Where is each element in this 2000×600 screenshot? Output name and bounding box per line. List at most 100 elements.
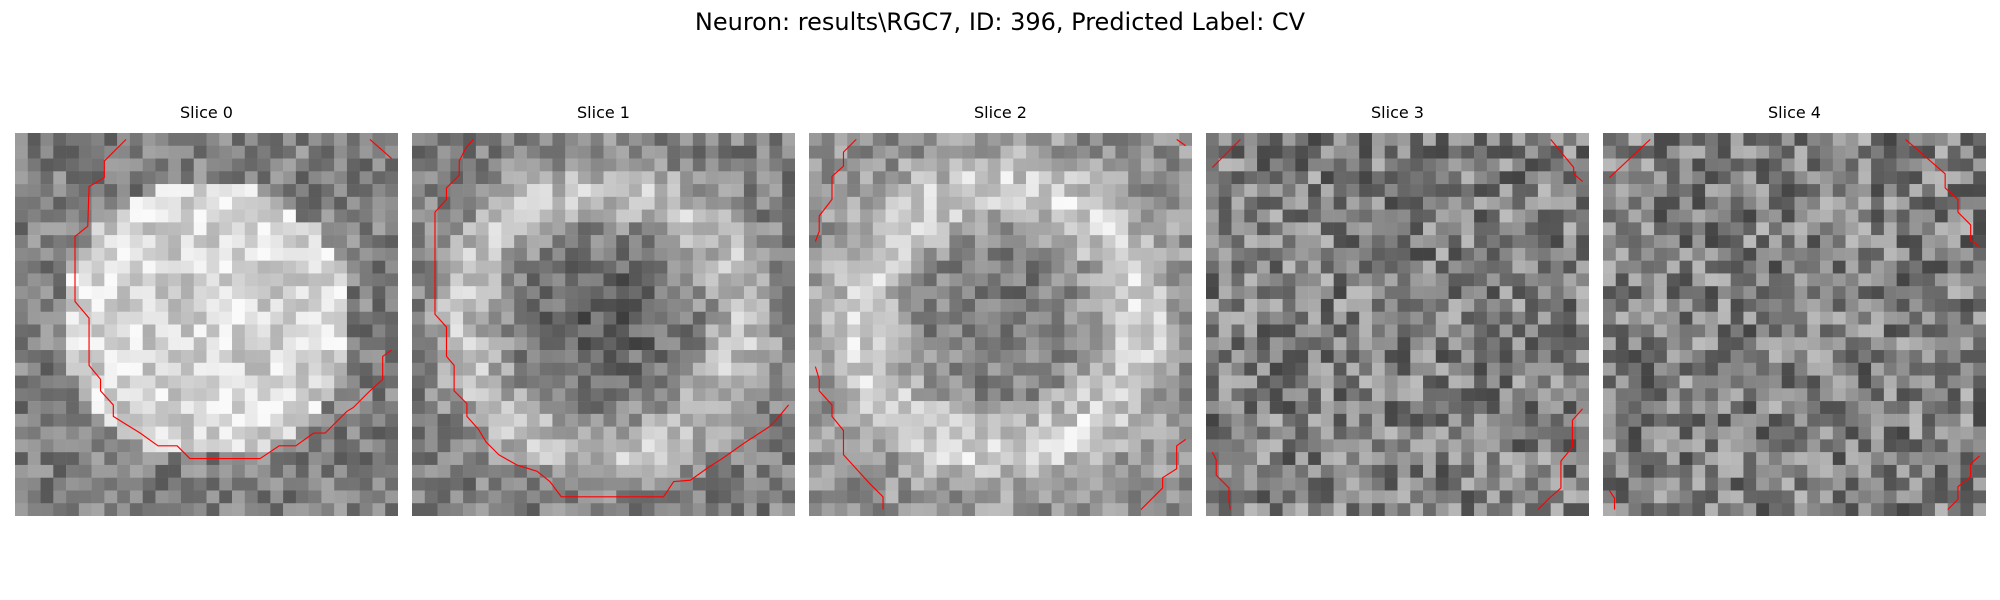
- pixel: [629, 362, 643, 376]
- pixel: [1512, 298, 1526, 312]
- pixel: [539, 247, 553, 261]
- pixel: [1140, 413, 1154, 427]
- pixel: [117, 426, 131, 440]
- pixel: [1909, 375, 1923, 389]
- pixel: [1960, 477, 1974, 491]
- contour-group-0: [74, 138, 392, 460]
- pixel: [1947, 158, 1961, 172]
- pixel: [1077, 273, 1091, 287]
- pixel: [1346, 196, 1360, 210]
- pixel: [1525, 503, 1539, 516]
- pixel: [1922, 145, 1936, 159]
- pixel: [1794, 337, 1808, 351]
- pixel: [1166, 158, 1180, 172]
- pixel: [526, 286, 540, 300]
- pixel: [603, 452, 617, 466]
- pixel: [257, 222, 271, 236]
- pixel: [1537, 222, 1551, 236]
- pixel: [424, 426, 438, 440]
- pixel: [1038, 184, 1052, 198]
- pixel: [1794, 260, 1808, 274]
- pixel: [731, 311, 745, 325]
- pixel: [1679, 235, 1693, 249]
- pixel: [1871, 324, 1885, 338]
- pixel: [552, 196, 566, 210]
- pixel: [1832, 235, 1846, 249]
- pixel: [552, 184, 566, 198]
- pixel: [974, 503, 988, 516]
- pixel: [1820, 388, 1834, 402]
- pixel: [1512, 273, 1526, 287]
- pixel: [1013, 133, 1027, 147]
- pixel: [1499, 133, 1513, 147]
- pixel: [1435, 222, 1449, 236]
- pixel: [1231, 413, 1245, 427]
- pixel: [117, 413, 131, 427]
- pixel: [692, 196, 706, 210]
- pixel: [117, 222, 131, 236]
- pixel: [1115, 388, 1129, 402]
- pixel: [1922, 401, 1936, 415]
- pixel: [667, 171, 681, 185]
- pixel: [53, 324, 67, 338]
- pixel: [129, 477, 143, 491]
- pixel: [1218, 145, 1232, 159]
- pixel: [1768, 388, 1782, 402]
- pixel: [1218, 196, 1232, 210]
- pixel: [1371, 298, 1385, 312]
- pixel: [718, 464, 732, 478]
- pixel: [1679, 184, 1693, 198]
- pixel: [1384, 222, 1398, 236]
- pixel: [911, 452, 925, 466]
- pixel: [1115, 286, 1129, 300]
- pixel: [885, 133, 899, 147]
- pixel: [1615, 273, 1629, 287]
- pixel: [270, 413, 284, 427]
- pixel: [488, 337, 502, 351]
- pixel: [1896, 209, 1910, 223]
- pixel: [756, 490, 770, 504]
- pixel: [475, 413, 489, 427]
- pixel: [1486, 337, 1500, 351]
- pixel: [1922, 439, 1936, 453]
- pixel: [782, 298, 795, 312]
- pixel: [1064, 324, 1078, 338]
- pixel: [1359, 158, 1373, 172]
- pixel: [860, 273, 874, 287]
- pixel: [372, 273, 386, 287]
- pixel: [577, 286, 591, 300]
- pixel: [180, 337, 194, 351]
- pixel: [1244, 490, 1258, 504]
- pixel: [1320, 337, 1334, 351]
- pixel: [514, 171, 528, 185]
- pixel: [847, 247, 861, 261]
- pixel: [117, 298, 131, 312]
- pixel: [911, 401, 925, 415]
- pixel: [1576, 235, 1589, 249]
- pixel: [1666, 158, 1680, 172]
- pixel: [1781, 298, 1795, 312]
- pixel: [450, 362, 464, 376]
- pixel: [539, 171, 553, 185]
- pixel: [1896, 171, 1910, 185]
- pixel: [898, 247, 912, 261]
- pixel: [1320, 413, 1334, 427]
- pixel: [616, 273, 630, 287]
- pixel: [1654, 362, 1668, 376]
- pixel: [219, 311, 233, 325]
- pixel: [821, 171, 835, 185]
- pixel: [206, 337, 220, 351]
- pixel: [463, 426, 477, 440]
- pixel: [911, 158, 925, 172]
- pixel: [834, 273, 848, 287]
- pixel: [321, 439, 335, 453]
- pixel: [1077, 145, 1091, 159]
- pixel: [168, 350, 182, 364]
- pixel: [117, 260, 131, 274]
- pixel: [412, 286, 426, 300]
- pixel: [193, 439, 207, 453]
- pixel: [66, 311, 80, 325]
- pixel: [257, 286, 271, 300]
- pixel: [1563, 286, 1577, 300]
- pixel: [232, 413, 246, 427]
